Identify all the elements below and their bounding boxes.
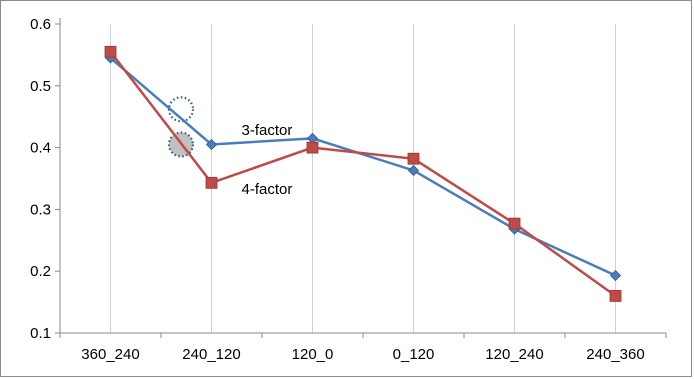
x-tick-label: 360_240 <box>81 346 139 363</box>
series-2-line <box>109 51 617 297</box>
y-tick-label: 0.6 <box>30 16 51 33</box>
y-tick-label: 0.3 <box>30 201 51 218</box>
x-tick-label: 120_0 <box>292 346 334 363</box>
x-tick-label: 120_240 <box>485 346 543 363</box>
series-2-point-360_240 <box>104 45 117 58</box>
y-tick-label: 0.1 <box>30 325 51 342</box>
y-tick-label: 0.5 <box>30 78 51 95</box>
y-tick-label: 0.2 <box>30 263 51 280</box>
series-2-point-120_0 <box>306 141 319 154</box>
series-2-point-240_360 <box>609 290 622 302</box>
series-2-point-0_120 <box>407 152 420 165</box>
series-1-point-240_360 <box>609 269 622 282</box>
annotation-label-2: 4-factor <box>242 181 293 198</box>
series-1-point-240_120 <box>205 138 218 151</box>
y-tick-label: 0.4 <box>30 140 51 157</box>
x-tick-label: 240_360 <box>586 346 644 363</box>
series-2-point-240_120 <box>205 176 218 189</box>
x-tick-label: 0_120 <box>393 346 435 363</box>
x-tick-label: 240_120 <box>182 346 240 363</box>
series-2-point-120_240 <box>508 217 521 230</box>
annotation-label-1: 3-factor <box>242 122 293 139</box>
series-1-point-0_120 <box>407 164 420 177</box>
